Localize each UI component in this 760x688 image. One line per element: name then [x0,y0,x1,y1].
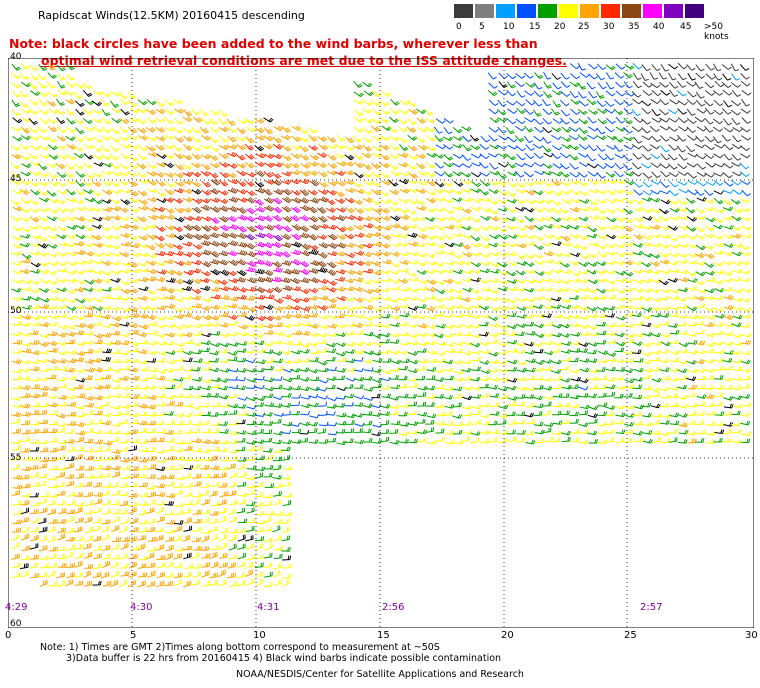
footnotes: Note: 1) Times are GMT 2)Times along bot… [40,642,501,664]
time-label: 4:31 [257,602,280,613]
scale-swatch [559,4,578,18]
scale-label: 45 [680,22,692,32]
scale-swatch [664,4,683,18]
lat-label-40: 40 [10,52,22,62]
lon-label-10: 10 [253,630,266,641]
wind-barb-map [8,58,754,628]
lon-label-25: 25 [624,630,637,641]
wind-barbs [10,62,752,588]
grid-lines [8,58,754,628]
map-title: Rapidscat Winds(12.5KM) 20160415 descend… [38,9,305,22]
lat-label-45: 45 [10,174,22,184]
scale-swatch [601,4,620,18]
lon-label-0: 0 [5,630,12,641]
scale-label: 40 [653,22,665,32]
scale-swatch [580,4,599,18]
lat-label-50: 50 [10,306,22,316]
lon-label-20: 20 [501,630,514,641]
lon-label-30: 30 [745,630,758,641]
scale-swatch [517,4,536,18]
scale-swatch [496,4,515,18]
lon-label-15: 15 [377,630,390,641]
scale-label: >50 knots [704,22,729,42]
scale-swatch [643,4,662,18]
scale-swatch [454,4,473,18]
scale-label: 0 [456,22,462,32]
scale-label: 10 [503,22,515,32]
scale-swatch [475,4,494,18]
scale-label: 25 [578,22,590,32]
contamination-warning: Note: black circles have been added to t… [9,35,567,69]
time-label: 4:30 [130,602,153,613]
scale-swatch [538,4,557,18]
warning-line-1: Note: black circles have been added to t… [9,36,538,51]
lat-label-60: 60 [10,619,22,629]
scale-label: 30 [603,22,615,32]
lon-label-5: 5 [130,630,137,641]
credit-line: NOAA/NESDIS/Center for Satellite Applica… [236,669,524,680]
time-label: 2:56 [382,602,405,613]
footnote-line-1: Note: 1) Times are GMT 2)Times along bot… [40,642,440,653]
time-label: 2:57 [640,602,663,613]
time-label: 4:29 [5,602,28,613]
scale-label: 20 [554,22,566,32]
scale-label: 35 [628,22,640,32]
scale-swatch [685,4,704,18]
footnote-line-2: 3)Data buffer is 22 hrs from 20160415 4)… [66,653,502,664]
lat-label-55: 55 [10,453,22,463]
scale-swatch [622,4,641,18]
scale-label: 5 [479,22,485,32]
warning-line-2: optimal wind retrieval conditions are me… [41,53,567,68]
scale-label: 15 [529,22,541,32]
